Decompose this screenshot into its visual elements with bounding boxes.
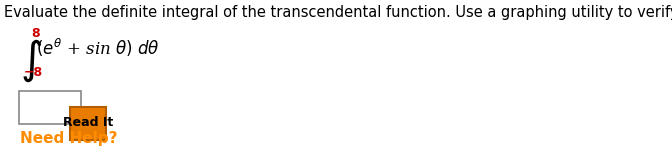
- FancyBboxPatch shape: [70, 107, 106, 140]
- Text: $\int$: $\int$: [20, 38, 42, 84]
- FancyBboxPatch shape: [19, 91, 81, 124]
- Text: $(e^{\theta}$ + sin $\theta)$ $d\theta$: $(e^{\theta}$ + sin $\theta)$ $d\theta$: [36, 36, 160, 59]
- Text: Read It: Read It: [62, 116, 113, 129]
- Text: Evaluate the definite integral of the transcendental function. Use a graphing ut: Evaluate the definite integral of the tr…: [4, 5, 672, 19]
- Text: 8: 8: [31, 27, 40, 40]
- Text: Need Help?: Need Help?: [20, 131, 118, 146]
- Text: −8: −8: [24, 66, 42, 79]
